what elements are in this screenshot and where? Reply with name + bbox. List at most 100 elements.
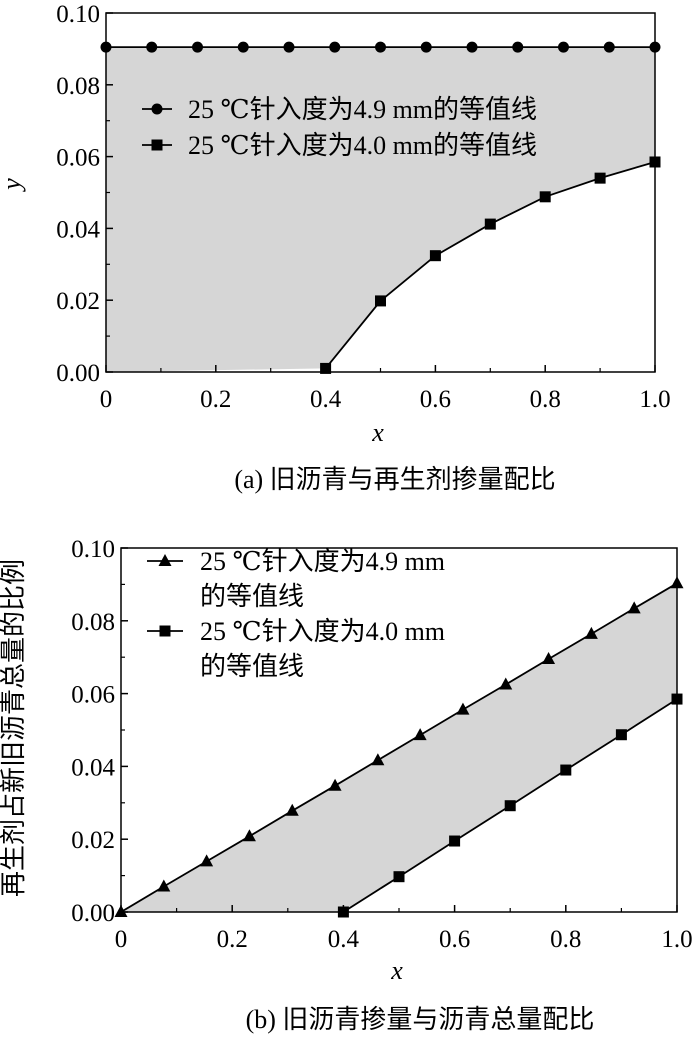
legend-circle-marker-icon	[151, 103, 163, 115]
data-point-triangle	[200, 854, 214, 867]
data-point-triangle	[242, 829, 256, 842]
legend-triangle-marker-icon	[158, 554, 172, 566]
data-point-square	[393, 871, 405, 883]
x-tick-label: 0.2	[217, 926, 248, 953]
chart-b-legend-label-triangle-line2: 的等值线	[200, 582, 304, 611]
y-tick-label: 0.02	[71, 827, 115, 854]
chart-b-legend-item-triangle: 25 ℃针入度为4.9 mm 的等值线	[147, 547, 445, 611]
chart-a-y-ticks: 0.00 0.02 0.04 0.06 0.08 0.10	[56, 1, 113, 387]
data-point-square	[594, 172, 606, 184]
data-point-square	[429, 250, 441, 262]
data-point-square	[504, 800, 516, 812]
data-point-triangle	[456, 702, 470, 715]
y-tick-label: 0.06	[71, 682, 115, 709]
x-tick-label: 0.6	[439, 926, 470, 953]
chart-b: 0 0.2 0.4 0.6 0.8 1.0 0.00 0.02 0.04 0.06 0.08 0.1…	[0, 536, 693, 1034]
data-point-triangle	[371, 753, 385, 766]
chart-a-shaded-region	[106, 47, 655, 372]
data-point-circle	[512, 41, 524, 53]
y-tick-label: 0.10	[56, 1, 100, 28]
chart-a-caption: (a) 旧沥青与再生剂掺量配比	[234, 465, 555, 494]
y-tick-label: 0.00	[71, 900, 115, 927]
y-tick-label: 0.04	[56, 216, 100, 243]
x-tick-label: 0.8	[530, 386, 561, 413]
data-point-triangle	[584, 626, 598, 639]
data-point-triangle	[499, 677, 513, 690]
data-point-triangle	[542, 652, 556, 665]
data-point-square	[671, 693, 683, 705]
x-tick-label: 0.6	[420, 386, 451, 413]
legend-square-marker-icon	[151, 139, 163, 151]
data-point-square	[560, 764, 572, 776]
chart-b-legend-label-square-line2: 的等值线	[200, 652, 304, 681]
chart-a-series-square-markers	[320, 156, 661, 374]
y-tick-label: 0.08	[56, 73, 100, 100]
chart-a-x-ticks: 0 0.2 0.4 0.6 0.8 1.0	[100, 365, 671, 413]
chart-a-legend: 25 ℃针入度为4.9 mm的等值线 25 ℃针入度为4.0 mm的等值线	[142, 95, 537, 160]
data-point-circle	[557, 41, 569, 53]
data-point-circle	[649, 41, 661, 53]
y-tick-label: 0.04	[71, 754, 115, 781]
chart-b-caption: (b) 旧沥青掺量与沥青总量配比	[246, 1005, 595, 1034]
data-point-triangle	[114, 905, 128, 917]
data-point-square	[449, 835, 461, 847]
data-point-circle	[146, 41, 158, 53]
chart-a-legend-label-square: 25 ℃针入度为4.0 mm的等值线	[188, 131, 537, 160]
data-point-circle	[603, 41, 615, 53]
data-point-circle	[100, 41, 112, 53]
data-point-circle	[237, 41, 249, 53]
chart-a-ylabel: y	[0, 178, 26, 193]
chart-a: 0 0.2 0.4 0.6 0.8 1.0 0.00 0.02 0.04 0.06 0.08 0.1…	[0, 1, 671, 494]
data-point-square	[337, 906, 349, 918]
chart-b-legend-label-triangle: 25 ℃针入度为4.9 mm	[200, 547, 445, 576]
chart-a-legend-item-square: 25 ℃针入度为4.0 mm的等值线	[142, 131, 537, 160]
chart-b-xlabel: x	[390, 956, 403, 985]
data-point-square	[375, 295, 386, 307]
x-tick-label: 0.8	[550, 926, 581, 953]
data-point-triangle	[627, 601, 641, 614]
chart-b-ylabel: 再生剂占新旧沥青总量的比例	[0, 559, 28, 897]
data-point-triangle	[328, 778, 342, 791]
data-point-circle	[329, 41, 341, 53]
y-tick-label: 0.08	[71, 609, 115, 636]
chart-b-series-square-markers	[337, 693, 683, 918]
chart-a-xlabel: x	[371, 418, 384, 447]
x-tick-label: 0	[100, 386, 113, 413]
chart-a-legend-label-circle: 25 ℃针入度为4.9 mm的等值线	[188, 95, 537, 124]
data-point-circle	[192, 41, 204, 53]
data-point-triangle	[413, 728, 427, 741]
chart-b-legend-label-square: 25 ℃针入度为4.0 mm	[200, 617, 445, 646]
data-point-circle	[420, 41, 432, 53]
chart-b-y-ticks: 0.00 0.02 0.04 0.06 0.08 0.10	[71, 536, 128, 927]
data-point-circle	[375, 41, 386, 53]
data-point-square	[649, 156, 661, 168]
x-tick-label: 1.0	[639, 386, 670, 413]
data-point-triangle	[157, 879, 171, 892]
y-tick-label: 0.02	[56, 288, 100, 315]
data-point-square	[539, 191, 551, 203]
chart-b-series-triangle-line	[120, 582, 678, 913]
x-tick-label: 0.4	[310, 386, 342, 413]
x-tick-label: 0.2	[200, 386, 231, 413]
data-point-square	[320, 362, 332, 374]
data-point-square	[615, 729, 627, 741]
y-tick-label: 0.06	[56, 145, 100, 172]
x-tick-label: 0.4	[328, 926, 360, 953]
data-point-circle	[466, 41, 478, 53]
chart-b-series-triangle-markers	[114, 576, 684, 917]
data-point-triangle	[670, 576, 684, 589]
data-point-triangle	[285, 803, 299, 816]
chart-a-series-circle-markers	[100, 41, 661, 53]
x-tick-label: 0	[115, 926, 128, 953]
data-point-circle	[283, 41, 295, 53]
chart-a-legend-item-circle: 25 ℃针入度为4.9 mm的等值线	[142, 95, 537, 124]
data-point-square	[484, 218, 496, 230]
y-tick-label: 0.10	[71, 536, 115, 563]
chart-b-legend-item-square: 25 ℃针入度为4.0 mm 的等值线	[147, 617, 445, 681]
chart-b-x-ticks: 0 0.2 0.4 0.6 0.8 1.0	[115, 905, 693, 953]
x-tick-label: 1.0	[661, 926, 692, 953]
chart-b-legend: 25 ℃针入度为4.9 mm 的等值线 25 ℃针入度为4.0 mm 的等值线	[147, 547, 445, 681]
y-tick-label: 0.00	[56, 360, 100, 387]
legend-square-marker-icon	[159, 625, 171, 637]
